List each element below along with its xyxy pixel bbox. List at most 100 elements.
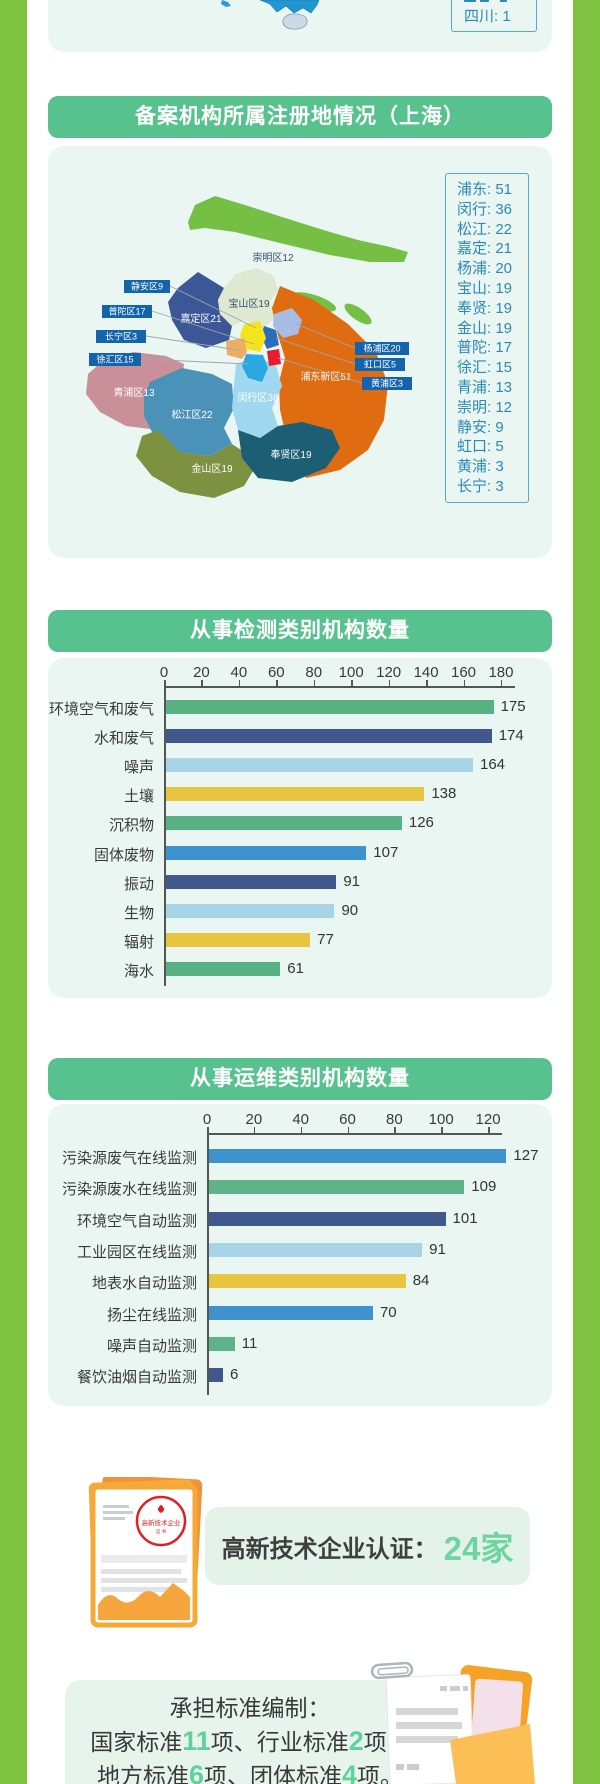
certificate-illustration: 高新技术企业 证 书 xyxy=(88,1477,203,1628)
map-label-qingpu: 青浦区13 xyxy=(113,386,155,399)
axis-tick-mark xyxy=(253,1127,256,1133)
bar-value-label: 90 xyxy=(341,901,359,919)
callout-changning: 长宁区3 xyxy=(96,330,146,343)
red-seal-icon xyxy=(135,1495,187,1547)
bar-3 xyxy=(209,1211,446,1226)
bar-4 xyxy=(166,787,425,802)
bar-category-label: 环境空气和废气 xyxy=(48,701,154,718)
bar-category-label: 噪声自动监测 xyxy=(106,1337,197,1355)
legend-item: 青浦: 13 xyxy=(457,378,513,396)
district-minhang xyxy=(232,356,282,438)
svg-text:长宁区3: 长宁区3 xyxy=(105,331,137,342)
district-jinshan xyxy=(136,430,256,498)
map-label-songjiang: 松江区22 xyxy=(171,408,213,421)
axis-tick-label: 60 xyxy=(339,1111,356,1128)
district-hengsha-island xyxy=(344,303,372,325)
leader-line-xuhui xyxy=(140,358,249,365)
axis-tick-mark xyxy=(347,1127,350,1133)
axis-tick-label: 100 xyxy=(338,664,364,681)
axis-line-left xyxy=(164,686,166,986)
bar-value-label: 174 xyxy=(498,727,524,745)
svg-text:普陀区17: 普陀区17 xyxy=(108,306,145,317)
legend-item: 嘉定: 21 xyxy=(457,240,513,258)
axis-tick-label: 120 xyxy=(376,664,402,681)
axis-line-top xyxy=(207,1133,503,1135)
bar-value-label: 11 xyxy=(241,1334,258,1352)
legend-item: 松江: 22 xyxy=(457,220,513,238)
standards-count: 4 xyxy=(342,1760,358,1784)
standards-text-segment: 项、团体标准 xyxy=(204,1763,342,1784)
svg-text:静安区9: 静安区9 xyxy=(131,281,163,292)
axis-line-top xyxy=(164,686,515,688)
bar-category-label: 环境空气自动监测 xyxy=(76,1212,197,1230)
standards-text-segment: 地方标准 xyxy=(96,1763,189,1784)
clipped-text-fragment xyxy=(500,0,507,2)
bar-2 xyxy=(166,729,492,744)
district-yangpu xyxy=(273,308,302,338)
certification-banner: 高新技术企业认证： 24家 xyxy=(205,1507,530,1585)
district-xuhui xyxy=(242,354,268,382)
section-header-operation: 从事运维类别机构数量 xyxy=(48,1058,552,1100)
svg-text:证 书: 证 书 xyxy=(156,1528,167,1535)
bar-6 xyxy=(209,1305,373,1320)
standards-count: 2 xyxy=(348,1726,364,1756)
bar-7 xyxy=(209,1336,235,1351)
leader-line-putuo xyxy=(151,310,255,345)
bar-category-label: 生物 xyxy=(123,904,154,922)
bar-1 xyxy=(209,1149,507,1163)
svg-text:高新技术企业: 高新技术企业 xyxy=(142,1518,182,1527)
axis-tick-label: 40 xyxy=(292,1111,310,1128)
bar-category-label: 工业园区在线监测 xyxy=(76,1243,197,1261)
bar-5 xyxy=(209,1274,406,1289)
callout-huangpu: 黄浦区3 xyxy=(362,377,412,390)
bar-5 xyxy=(166,816,402,831)
bar-value-label: 6 xyxy=(230,1366,239,1384)
bar-value-label: 70 xyxy=(379,1303,397,1321)
axis-tick-label: 140 xyxy=(413,664,439,681)
axis-tick-label: 100 xyxy=(428,1111,454,1128)
map-label-minhang: 闵行区36 xyxy=(237,391,279,404)
bar-value-label: 164 xyxy=(480,756,506,774)
district-huangpu xyxy=(267,349,281,366)
clipped-text-fragment xyxy=(480,0,489,2)
svg-text:徐汇区15: 徐汇区15 xyxy=(96,354,133,365)
bar-category-label: 地表水自动监测 xyxy=(91,1275,197,1293)
bar-1 xyxy=(166,700,494,714)
legend-item: 杨浦: 20 xyxy=(457,260,513,278)
axis-tick-mark xyxy=(394,1127,396,1133)
bar-category-label: 振动 xyxy=(123,875,154,893)
section-header-registration: 备案机构所属注册地情况（上海） xyxy=(48,96,552,138)
axis-tick-mark xyxy=(207,1127,209,1133)
axis-tick-mark xyxy=(488,1127,490,1133)
callout-xuhui: 徐汇区15 xyxy=(89,353,141,366)
section-header-detection: 从事检测类别机构数量 xyxy=(48,610,552,652)
bar-10 xyxy=(166,961,281,976)
right-green-border xyxy=(573,0,600,1784)
shanghai-map-card: 崇明区12 宝山区19 嘉定区21 青浦区13 松江区22 金山区19 闵行区3… xyxy=(48,146,552,558)
axis-tick-mark xyxy=(388,680,391,686)
bar-9 xyxy=(166,932,311,947)
legend-item: 金山: 19 xyxy=(457,319,513,337)
bar-value-label: 61 xyxy=(287,959,304,977)
detection-chart: 0 20 40 60 80 100 120 140 160 180 环境空气和废气 175 水和废气 17… xyxy=(48,658,552,998)
axis-line-left xyxy=(207,1133,209,1395)
axis-tick-label: 20 xyxy=(245,1111,263,1128)
bar-3 xyxy=(166,758,473,773)
paperclip-icon xyxy=(370,1661,414,1680)
callout-hongkou: 虹口区5 xyxy=(355,358,405,371)
leader-line-yangpu xyxy=(295,323,356,349)
axis-tick-mark xyxy=(238,680,241,686)
axis-tick-mark xyxy=(463,680,466,686)
bar-category-label: 餐饮油烟自动监测 xyxy=(76,1369,197,1387)
callout-yangpu: 杨浦区20 xyxy=(355,342,409,355)
legend-item: 黄浦: 3 xyxy=(457,458,504,476)
axis-tick-mark xyxy=(351,680,353,686)
standards-text-segment: 国家标准 xyxy=(90,1729,183,1755)
district-songjiang xyxy=(144,368,234,456)
bar-category-label: 水和废气 xyxy=(93,730,154,748)
svg-text:虹口区5: 虹口区5 xyxy=(364,360,396,370)
axis-tick-mark xyxy=(276,680,278,686)
legend-item: 普陀: 17 xyxy=(457,339,513,357)
axis-tick-mark xyxy=(300,1127,303,1133)
